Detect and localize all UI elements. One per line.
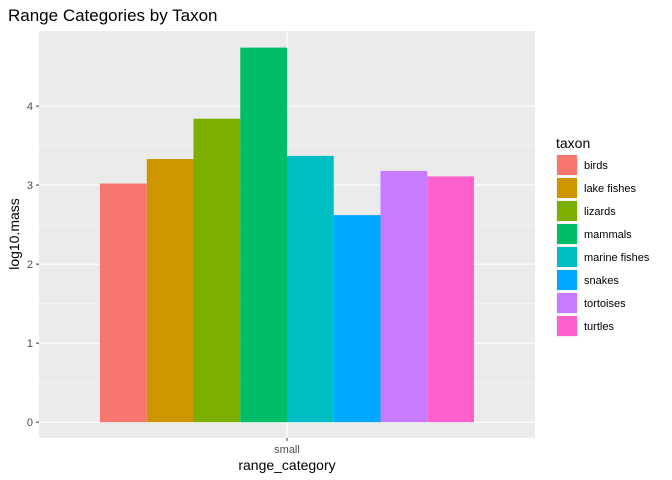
bar-birds [100,183,147,423]
y-tick-label: 0 [27,417,33,429]
legend-label-lizards: lizards [584,206,616,218]
legend-swatch-marine-fishes [557,247,577,267]
legend-swatch-lake-fishes [557,178,577,198]
legend-label-lake-fishes: lake fishes [584,183,636,195]
bar-marine-fishes [287,155,334,423]
legend-swatch-mammals [557,224,577,244]
bar-turtles [427,176,474,423]
y-axis-title: log10.mass [6,198,22,270]
legend-swatch-tortoises [557,293,577,313]
y-tick-label: 3 [27,180,33,192]
bars [100,47,474,423]
bar-lizards [193,118,241,423]
legend-swatch-turtles [557,316,577,336]
legend-swatch-snakes [557,270,577,290]
bar-snakes [333,215,381,423]
y-tick-label: 1 [27,338,33,350]
legend-label-snakes: snakes [584,275,619,287]
legend-title: taxon [556,135,590,151]
legend-label-turtles: turtles [584,321,614,333]
legend-label-tortoises: tortoises [584,298,626,310]
y-tick-label: 2 [27,259,33,271]
x-axis: small [274,438,300,456]
legend-label-birds: birds [584,160,608,172]
chart-title: Range Categories by Taxon [8,6,218,25]
y-tick-label: 4 [27,101,33,113]
legend: taxon birds lake fishes lizards mammals mari… [556,135,650,337]
legend-label-marine-fishes: marine fishes [584,252,650,264]
legend-label-mammals: mammals [584,229,632,241]
legend-swatch-lizards [557,201,577,221]
bar-mammals [240,47,287,423]
x-axis-title: range_category [238,457,335,473]
y-axis: 0 1 2 3 4 [27,101,39,429]
bar-tortoises [380,170,428,423]
bar-lake-fishes [146,159,194,423]
legend-swatch-birds [557,155,577,175]
x-tick-label: small [274,444,300,456]
